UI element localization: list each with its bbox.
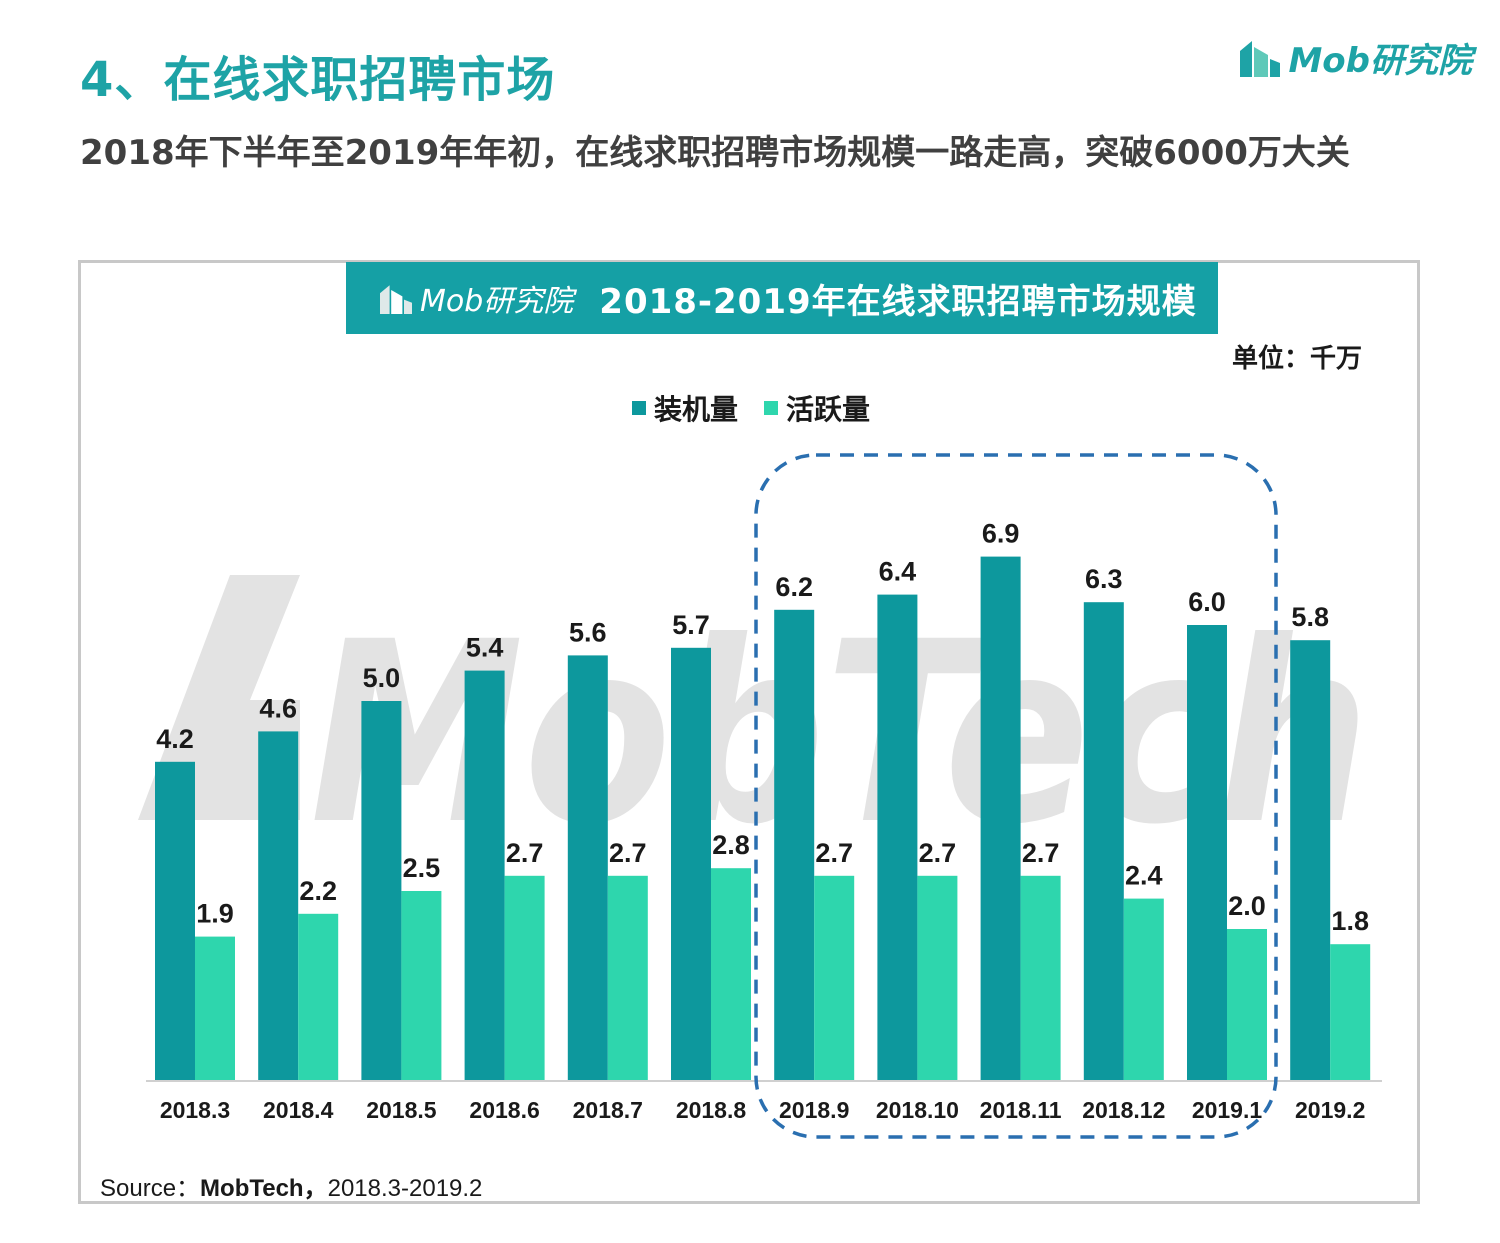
- bar-install-2018.7: [567, 655, 608, 1081]
- data-label-active-2018.9: 2.7: [815, 838, 853, 868]
- legend-label-active: 活跃量: [786, 393, 871, 426]
- data-label-active-2018.10: 2.7: [919, 838, 957, 868]
- highlight-region: [754, 453, 1278, 1139]
- page-heading: 4、在线求职招聘市场: [80, 52, 556, 108]
- chart-brand: Mob研究院: [378, 276, 573, 320]
- building-logo-icon: [380, 285, 412, 314]
- x-tick-label-2019.2: 2019.2: [1295, 1097, 1365, 1123]
- data-label-install-2018.12: 6.3: [1085, 564, 1123, 594]
- source-note: Source：MobTech，2018.3-2019.2: [100, 1168, 482, 1203]
- bar-install-2019.1: [1187, 625, 1227, 1081]
- bar-install-2018.6: [464, 670, 505, 1081]
- bar-install-2018.11: [980, 556, 1021, 1081]
- bar-active-2019.1: [1227, 929, 1267, 1081]
- bar-active-2018.11: [1020, 875, 1061, 1081]
- bar-active-2018.8: [711, 868, 751, 1081]
- data-labels: 4.2 1.9 4.6 2.2 5.0 2.5 5.4 2.7 5.6 2.7 5.7 2.8 6.2 2…: [156, 519, 1369, 937]
- data-label-active-2019.1: 2.0: [1228, 891, 1266, 921]
- data-label-install-2018.6: 5.4: [466, 633, 504, 663]
- x-tick-label-2018.8: 2018.8: [676, 1097, 747, 1123]
- x-tick-label-2018.9: 2018.9: [779, 1097, 849, 1123]
- data-label-active-2018.3: 1.9: [196, 899, 234, 929]
- legend-label-install: 装机量: [654, 393, 739, 426]
- data-label-install-2018.8: 5.7: [672, 610, 710, 640]
- brand-logo-text: Mob研究院: [1288, 40, 1472, 81]
- bar-install-2018.3: [155, 761, 195, 1081]
- bar-active-2018.7: [607, 875, 648, 1081]
- x-axis-ticks: 2018.3 2018.4 2018.5 2018.6 2018.7 2018.8 2018…: [160, 1097, 1366, 1123]
- x-tick-label-2018.7: 2018.7: [573, 1097, 643, 1123]
- data-label-active-2018.7: 2.7: [609, 838, 647, 868]
- legend-swatch-active: [764, 401, 779, 415]
- legend-item-install: 装机量: [632, 388, 738, 428]
- source-prefix: Source：: [100, 1175, 201, 1202]
- x-tick-label-2018.3: 2018.3: [160, 1097, 230, 1123]
- brand-logo: Mob研究院: [1238, 32, 1472, 82]
- x-tick-label-2018.5: 2018.5: [366, 1097, 437, 1123]
- data-label-active-2018.8: 2.8: [712, 830, 750, 860]
- bar-active-2018.3: [195, 936, 235, 1081]
- unit-label: 单位：千万: [1232, 344, 1363, 374]
- data-label-install-2019.1: 6.0: [1188, 587, 1226, 617]
- data-label-install-2018.9: 6.2: [775, 572, 813, 602]
- data-label-install-2018.5: 5.0: [363, 663, 401, 693]
- source-range: 2018.3-2019.2: [327, 1175, 483, 1202]
- legend-swatch-install: [632, 401, 646, 415]
- bar-install-2018.8: [671, 647, 711, 1081]
- bar-active-2019.2: [1330, 944, 1371, 1081]
- bar-install-2018.9: [774, 609, 815, 1081]
- data-label-install-2018.11: 6.9: [982, 519, 1020, 549]
- chart-legend: 装机量 活跃量: [632, 388, 870, 428]
- data-label-install-2019.2: 5.8: [1291, 602, 1329, 632]
- data-label-active-2018.4: 2.2: [299, 876, 337, 906]
- bar-active-2018.4: [298, 913, 339, 1081]
- bar-install-2018.4: [258, 731, 299, 1081]
- bar-active-2018.12: [1123, 898, 1164, 1081]
- bars: [155, 556, 1371, 1081]
- data-label-active-2018.11: 2.7: [1022, 838, 1060, 868]
- chart-title: 2018-2019年在线求职招聘市场规模: [599, 281, 1197, 322]
- page-subtitle: 2018年下半年至2019年年初，在线求职招聘市场规模一路走高，突破6000万大…: [80, 133, 1350, 173]
- chart-brand-text: Mob研究院: [420, 284, 574, 319]
- data-label-install-2018.10: 6.4: [879, 557, 917, 587]
- data-label-active-2018.5: 2.5: [403, 853, 441, 883]
- data-label-install-2018.3: 4.2: [156, 724, 194, 754]
- bar-active-2018.6: [504, 875, 545, 1081]
- watermark: MobTech: [138, 575, 1370, 879]
- building-logo-icon: [1240, 41, 1281, 77]
- x-tick-label-2018.11: 2018.11: [980, 1097, 1062, 1123]
- bar-install-2018.12: [1083, 602, 1124, 1081]
- bar-active-2018.5: [401, 891, 442, 1081]
- x-tick-label-2018.6: 2018.6: [469, 1097, 539, 1123]
- bar-install-2018.10: [877, 594, 918, 1081]
- x-tick-label-2018.10: 2018.10: [876, 1097, 959, 1123]
- x-tick-label-2018.12: 2018.12: [1082, 1097, 1165, 1123]
- bar-install-2019.2: [1290, 640, 1331, 1081]
- bar-active-2018.10: [917, 875, 958, 1081]
- bar-install-2018.5: [361, 701, 402, 1081]
- data-label-active-2018.6: 2.7: [506, 838, 544, 868]
- legend-item-active: 活跃量: [764, 388, 870, 428]
- x-tick-label-2018.4: 2018.4: [263, 1097, 334, 1123]
- x-tick-label-2019.1: 2019.1: [1192, 1097, 1263, 1123]
- data-label-install-2018.7: 5.6: [569, 617, 607, 647]
- bar-active-2018.9: [814, 875, 855, 1081]
- data-label-active-2018.12: 2.4: [1125, 861, 1163, 891]
- source-org: MobTech，: [200, 1175, 328, 1202]
- data-label-active-2019.2: 1.8: [1331, 906, 1369, 936]
- chart-title-bar: Mob研究院 2018-2019年在线求职招聘市场规模: [346, 262, 1218, 334]
- data-label-install-2018.4: 4.6: [259, 693, 297, 723]
